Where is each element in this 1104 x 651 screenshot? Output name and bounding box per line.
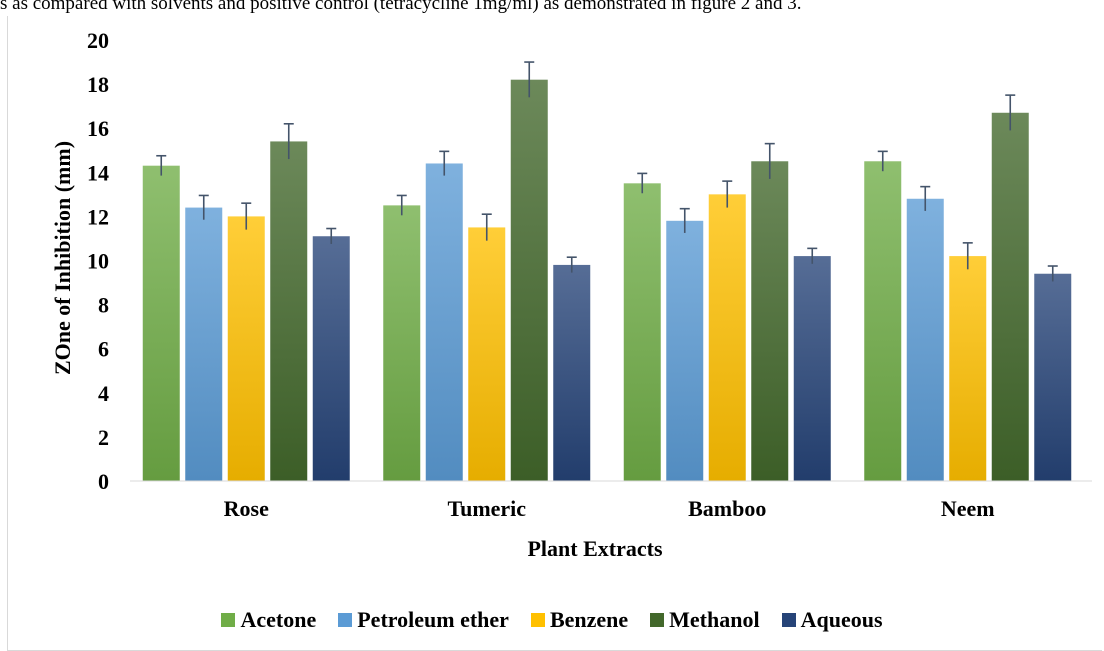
bar-benzene-bamboo — [708, 194, 746, 481]
legend-label: Methanol — [669, 607, 760, 632]
legend-swatch — [650, 613, 665, 627]
y-tick-label: 6 — [98, 337, 109, 362]
legend-item: Methanol — [650, 607, 760, 633]
x-tick-label: Tumeric — [447, 496, 526, 521]
y-tick-label: 8 — [98, 293, 109, 318]
bar-acetone-bamboo — [623, 183, 661, 481]
bar-aqueous-rose — [312, 236, 350, 481]
y-tick-label: 16 — [87, 116, 109, 141]
legend-label: Aqueous — [800, 607, 883, 632]
bar-aqueous-tumeric — [553, 264, 591, 481]
x-axis-label: Plant Extracts — [527, 536, 662, 561]
y-tick-label: 0 — [98, 469, 109, 494]
legend-label: Petroleum ether — [357, 607, 509, 632]
bar-benzene-neem — [949, 256, 987, 481]
legend-label: Acetone — [240, 607, 317, 632]
legend-item: Petroleum ether — [338, 607, 509, 633]
bar-petroleum-ether-bamboo — [666, 220, 704, 481]
bar-petroleum-ether-tumeric — [425, 163, 463, 482]
y-tick-label: 10 — [87, 249, 109, 274]
bar-benzene-rose — [227, 216, 265, 481]
legend-swatch — [221, 613, 236, 627]
bar-aqueous-bamboo — [793, 256, 831, 481]
x-axis-categories: Rose Tumeric Bamboo Neem — [224, 496, 995, 521]
bar-series — [142, 79, 1072, 482]
legend-item: Aqueous — [781, 607, 883, 633]
bar-aqueous-neem — [1034, 273, 1072, 481]
bar-petroleum-ether-neem — [906, 198, 944, 481]
bar-methanol-rose — [270, 141, 308, 481]
y-tick-label: 2 — [98, 425, 109, 450]
x-tick-label: Neem — [941, 496, 995, 521]
error-bars — [156, 61, 1058, 282]
bar-methanol-tumeric — [510, 79, 548, 481]
y-tick-label: 12 — [87, 204, 109, 229]
bar-acetone-tumeric — [383, 205, 421, 481]
legend-swatch — [781, 613, 796, 627]
bar-acetone-neem — [864, 161, 902, 481]
y-tick-label: 20 — [87, 28, 109, 53]
x-tick-label: Bamboo — [688, 496, 766, 521]
y-tick-label: 4 — [98, 381, 109, 406]
document-caption-text: s as compared with solvents and positive… — [0, 0, 802, 14]
bar-benzene-tumeric — [468, 227, 506, 481]
legend-label: Benzene — [549, 607, 629, 632]
x-tick-label: Rose — [224, 496, 269, 521]
y-tick-label: 14 — [87, 160, 109, 185]
legend-swatch — [338, 613, 353, 627]
bar-methanol-bamboo — [751, 161, 789, 481]
bar-methanol-neem — [991, 112, 1029, 481]
y-axis-label: ZOne of Inhibition (mm) — [50, 141, 75, 375]
y-tick-label: 18 — [87, 72, 109, 97]
legend-item: Acetone — [221, 607, 316, 633]
bar-petroleum-ether-rose — [185, 207, 223, 481]
legend-item: Benzene — [530, 607, 629, 633]
y-axis-ticks: 0 2 4 6 8 10 12 14 16 18 20 — [87, 28, 109, 494]
legend-swatch — [530, 613, 545, 627]
chart-legend: Acetone Petroleum ether Benzene Methanol Aqu… — [0, 600, 1104, 640]
bar-acetone-rose — [142, 165, 180, 481]
